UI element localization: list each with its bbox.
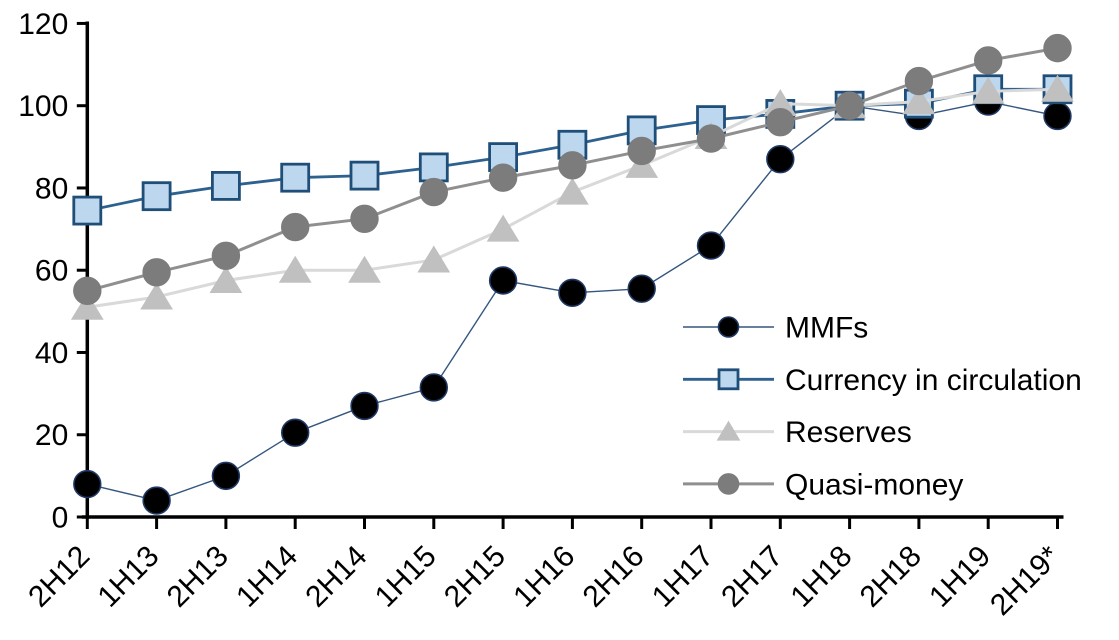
x-tick-label: 2H14 xyxy=(299,540,373,614)
data-point-marker xyxy=(73,469,102,499)
data-point-marker xyxy=(717,473,740,495)
x-tick-label: 2H15 xyxy=(438,540,512,614)
legend-item-reserves: Reserves xyxy=(683,416,912,449)
legend-label: MMFs xyxy=(785,312,868,345)
data-point-marker xyxy=(971,76,1005,104)
data-point-marker xyxy=(902,87,936,115)
data-point-marker xyxy=(696,231,726,260)
data-point-marker xyxy=(696,124,726,153)
data-point-marker xyxy=(766,144,795,174)
legend-label: Currency in circulation xyxy=(785,364,1082,397)
data-point-marker xyxy=(835,91,864,120)
y-tick-label: 80 xyxy=(35,172,68,205)
data-point-marker xyxy=(558,278,587,308)
x-tick-label: 2H18 xyxy=(854,540,928,614)
data-point-marker xyxy=(418,152,449,183)
data-point-marker xyxy=(211,461,241,491)
axes-layer xyxy=(76,21,1064,529)
data-point-marker xyxy=(140,282,173,310)
data-point-marker xyxy=(350,204,379,234)
x-tick-label: 2H17 xyxy=(715,540,789,614)
y-tick-label: 60 xyxy=(35,255,68,288)
x-tick-label: 1H17 xyxy=(646,540,720,614)
x-tick-label: 1H16 xyxy=(507,540,581,614)
legend-item-quasi-money: Quasi-money xyxy=(683,468,963,501)
data-point-marker xyxy=(210,171,241,201)
x-tick-label: 1H19 xyxy=(923,540,997,614)
x-tick-label: 2H12 xyxy=(22,540,96,614)
data-point-marker xyxy=(717,316,740,338)
data-point-marker xyxy=(350,391,379,421)
data-point-marker xyxy=(717,368,740,391)
data-point-marker xyxy=(142,258,171,287)
data-point-marker xyxy=(281,212,310,242)
legend-label: Reserves xyxy=(785,416,912,449)
data-point-marker xyxy=(348,255,381,283)
data-point-marker xyxy=(209,266,243,294)
x-tick-label: 2H19* xyxy=(984,539,1067,622)
series-quasi-money xyxy=(73,33,1072,305)
x-tick-label: 1H14 xyxy=(230,540,304,614)
data-point-marker xyxy=(417,245,451,273)
data-point-marker xyxy=(973,46,1003,75)
data-point-marker xyxy=(1043,33,1072,63)
y-tick-label: 120 xyxy=(18,8,68,41)
data-point-marker xyxy=(141,181,172,212)
y-tick-label: 100 xyxy=(18,90,68,123)
data-point-marker xyxy=(349,160,380,191)
series-reserves xyxy=(70,74,1074,320)
data-point-marker xyxy=(211,241,241,271)
legend-layer: MMFs Currency in circulation Reserves Quasi… xyxy=(683,312,1082,501)
x-tick-label: 2H16 xyxy=(577,540,651,614)
y-tick-label: 20 xyxy=(35,419,68,452)
data-point-marker xyxy=(280,162,311,193)
y-tick-label: 40 xyxy=(35,337,68,370)
data-point-marker xyxy=(73,276,102,305)
x-tick-label: 1H18 xyxy=(785,540,859,614)
data-point-marker xyxy=(488,266,518,295)
data-point-marker xyxy=(766,107,795,137)
data-point-marker xyxy=(70,292,104,320)
legend-item-currency-in-circulation: Currency in circulation xyxy=(683,364,1082,397)
data-point-marker xyxy=(1041,74,1074,102)
series-layer xyxy=(70,33,1074,515)
data-point-marker xyxy=(558,151,587,180)
data-point-marker xyxy=(488,163,518,192)
x-tick-label: 2H13 xyxy=(161,540,235,614)
data-point-marker xyxy=(419,177,448,207)
data-point-marker xyxy=(419,373,448,402)
data-point-marker xyxy=(716,420,741,441)
x-tick-label: 1H13 xyxy=(92,540,166,614)
data-point-marker xyxy=(1043,101,1072,131)
series-mmfs xyxy=(73,87,1072,515)
legend-item-mmfs: MMFs xyxy=(683,312,868,345)
data-point-marker xyxy=(142,486,171,515)
data-point-marker xyxy=(72,195,103,226)
data-point-marker xyxy=(281,418,310,447)
data-point-marker xyxy=(278,255,312,283)
y-tick-label: 0 xyxy=(52,502,69,535)
data-point-marker xyxy=(627,136,656,166)
data-point-marker xyxy=(486,214,520,242)
data-point-marker xyxy=(904,66,934,96)
legend-label: Quasi-money xyxy=(785,468,963,501)
x-tick-label: 1H15 xyxy=(369,540,443,614)
data-point-marker xyxy=(556,177,589,205)
data-point-marker xyxy=(627,274,656,303)
